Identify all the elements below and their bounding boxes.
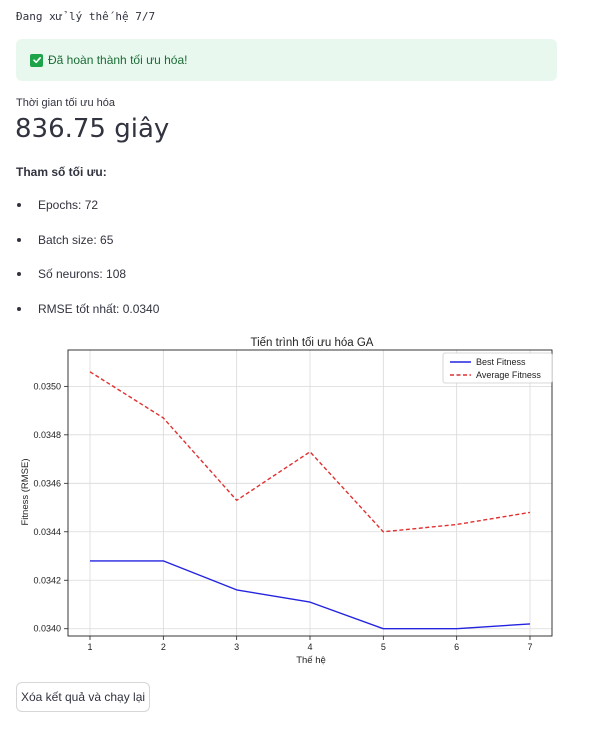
x-tick-label: 7 xyxy=(527,642,532,652)
chart-grid xyxy=(68,350,552,636)
param-batch-size: Batch size: 65 xyxy=(16,233,159,268)
params-list: Epochs: 72 Batch size: 65 Số neurons: 10… xyxy=(16,198,159,336)
chart-series xyxy=(89,371,531,630)
reset-button[interactable]: Xóa kết quả và chạy lại xyxy=(16,682,150,712)
fitness-chart-svg: Tiến trình tối ưu hóa GA Thế hệ Fitness … xyxy=(20,337,553,666)
chart-xlabel: Thế hệ xyxy=(296,655,326,666)
chart-ylabel: Fitness (RMSE) xyxy=(20,458,31,525)
x-tick-label: 4 xyxy=(307,642,312,652)
fitness-chart: Tiến trình tối ưu hóa GA Thế hệ Fitness … xyxy=(16,330,586,670)
check-icon xyxy=(30,53,43,67)
param-best-rmse: RMSE tốt nhất: 0.0340 xyxy=(16,302,159,337)
y-tick-label: 0.0340 xyxy=(33,624,61,634)
params-title: Tham số tối ưu: xyxy=(16,165,107,179)
metric-value: 836.75 giây xyxy=(15,114,170,144)
metric-label: Thời gian tối ưu hóa xyxy=(16,97,115,109)
y-tick-label: 0.0344 xyxy=(33,527,61,537)
y-tick-label: 0.0350 xyxy=(33,381,61,391)
success-text: Đã hoàn thành tối ưu hóa! xyxy=(48,53,188,67)
x-tick-label: 2 xyxy=(161,642,166,652)
y-tick-label: 0.0342 xyxy=(33,575,61,585)
series-line-average-fitness xyxy=(89,371,531,533)
x-tick-label: 6 xyxy=(454,642,459,652)
chart-title: Tiến trình tối ưu hóa GA xyxy=(251,337,374,349)
chart-axes: 1 2 3 4 5 6 7 0.0340 0.0342 0.0344 0.0346 0.0348 0.0… xyxy=(33,349,553,652)
x-tick-label: 5 xyxy=(381,642,386,652)
y-tick-label: 0.0348 xyxy=(33,430,61,440)
success-alert: Đã hoàn thành tối ưu hóa! xyxy=(16,39,557,81)
x-tick-label: 3 xyxy=(234,642,239,652)
legend-label-best: Best Fitness xyxy=(476,357,526,367)
y-tick-label: 0.0346 xyxy=(33,478,61,488)
param-neurons: Số neurons: 108 xyxy=(16,267,159,302)
x-tick-label: 1 xyxy=(87,642,92,652)
chart-legend: Best Fitness Average Fitness xyxy=(442,352,553,384)
status-line: Đang xử lý thế hệ 7/7 xyxy=(16,10,156,23)
plot-frame xyxy=(67,349,553,637)
param-epochs: Epochs: 72 xyxy=(16,198,159,233)
legend-label-average: Average Fitness xyxy=(476,370,541,380)
series-line-best-fitness xyxy=(90,560,531,630)
